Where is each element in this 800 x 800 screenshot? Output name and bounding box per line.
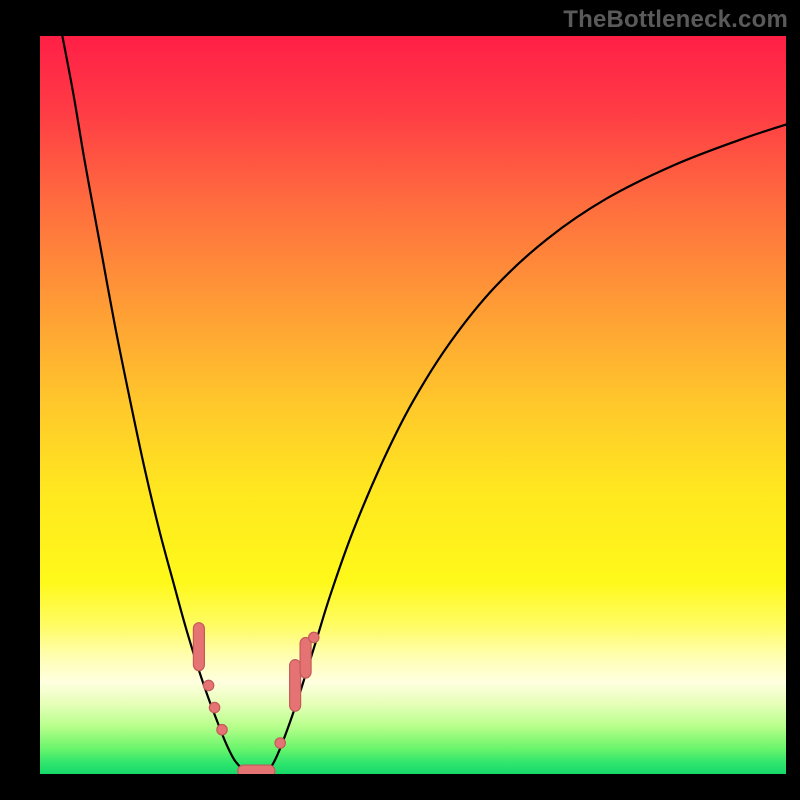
bottleneck-curve: [40, 36, 786, 774]
marker-group: [193, 623, 319, 774]
watermark-text: TheBottleneck.com: [563, 6, 788, 34]
plot-area: [40, 36, 786, 774]
v-curve-path: [62, 36, 786, 774]
plot-frame: [0, 0, 800, 800]
